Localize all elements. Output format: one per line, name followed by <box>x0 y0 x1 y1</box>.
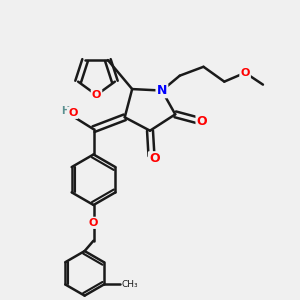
Text: CH₃: CH₃ <box>122 280 138 289</box>
Text: O: O <box>197 115 207 128</box>
Text: O: O <box>89 218 98 228</box>
Text: O: O <box>149 152 160 165</box>
Text: O: O <box>92 90 101 100</box>
Text: O: O <box>240 68 250 78</box>
Text: H: H <box>61 106 69 116</box>
Text: O: O <box>68 108 77 118</box>
Text: N: N <box>157 84 167 97</box>
